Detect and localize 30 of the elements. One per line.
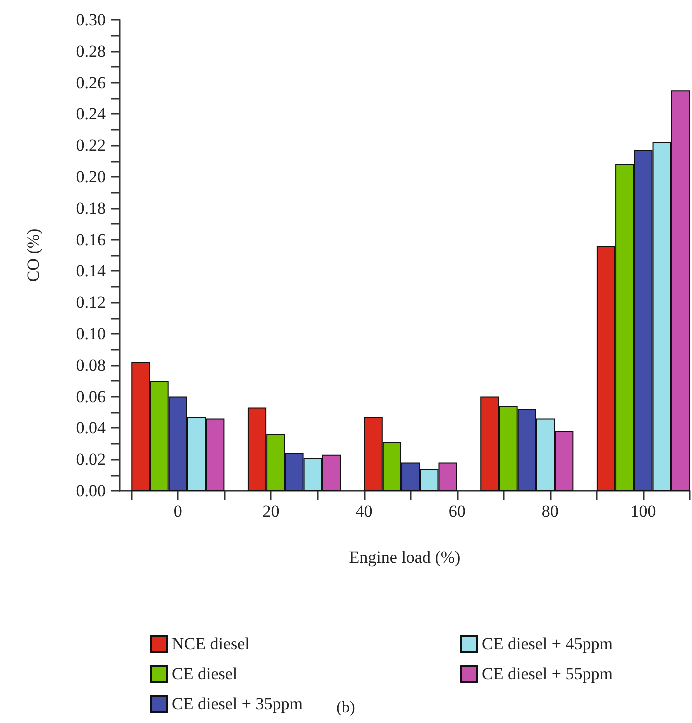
- text: (b): [336, 700, 356, 716]
- y-tick-label: 0.08: [76, 356, 106, 375]
- y-tick-label: 0.24: [76, 104, 106, 124]
- y-tick-label: 0.16: [76, 230, 106, 250]
- x-tick-label: 20: [262, 502, 280, 521]
- y-tick-label: 0.26: [76, 73, 106, 92]
- x-tick-label: 60: [448, 502, 466, 521]
- y-tick-label: 0.10: [76, 324, 106, 344]
- y-tick-label: 0.02: [76, 450, 106, 470]
- y-tick-label: 0.18: [76, 198, 106, 218]
- y-tick-label: 0.28: [76, 42, 106, 61]
- y-tick-label: 0.12: [76, 293, 106, 312]
- legend-label: CE diesel: [172, 664, 238, 684]
- x-axis-title: Engine load (%): [349, 548, 461, 567]
- y-tick-label: 0.04: [76, 418, 106, 438]
- legend-label: CE diesel + 45ppm: [482, 634, 613, 654]
- y-tick-label: 0.30: [76, 10, 106, 30]
- legend-label: NCE diesel: [172, 634, 250, 654]
- x-tick-label: 100: [630, 502, 656, 521]
- y-tick-label: 0.14: [76, 262, 106, 281]
- y-tick-label: 0.20: [76, 168, 106, 186]
- y-tick-label: 0.00: [76, 482, 106, 500]
- x-tick-label: 40: [356, 502, 373, 521]
- legend-label: CE diesel + 35ppm: [172, 694, 303, 714]
- legend-label: CE diesel + 55ppm: [482, 664, 613, 684]
- y-tick-label: 0.06: [76, 387, 106, 406]
- x-tick-label: 0: [174, 502, 182, 521]
- y-tick-label: 0.22: [76, 136, 106, 156]
- y-axis-title: CO (%): [24, 228, 43, 282]
- x-tick-label: 80: [542, 502, 559, 521]
